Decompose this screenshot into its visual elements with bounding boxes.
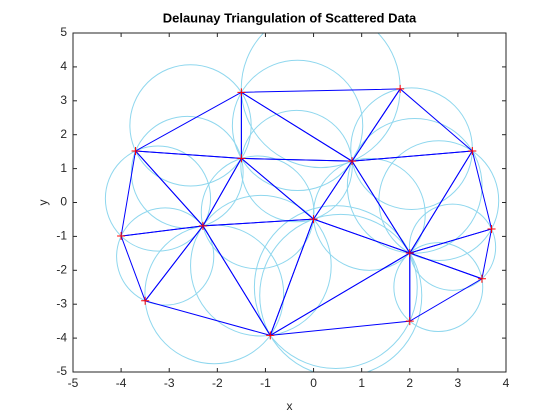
y-tick-label: 3 bbox=[60, 93, 67, 107]
y-tick-label: -4 bbox=[56, 330, 67, 344]
point bbox=[237, 88, 246, 97]
point bbox=[141, 296, 150, 305]
point bbox=[487, 224, 496, 233]
x-tick-label: -4 bbox=[116, 376, 127, 390]
x-tick-label: -2 bbox=[212, 376, 223, 390]
circumcircle bbox=[346, 117, 483, 254]
x-tick-label: 3 bbox=[455, 376, 462, 390]
point bbox=[198, 221, 207, 230]
point bbox=[237, 154, 246, 163]
y-tick-label: -3 bbox=[56, 296, 67, 310]
y-tick-label: -2 bbox=[56, 262, 67, 276]
point bbox=[396, 84, 405, 93]
x-tick-label: 2 bbox=[406, 376, 413, 390]
x-tick-label: -5 bbox=[68, 376, 79, 390]
circumcircle bbox=[190, 194, 332, 337]
x-axis-label: x bbox=[287, 399, 293, 413]
y-tick-label: 1 bbox=[60, 161, 67, 175]
y-tick-label: 4 bbox=[60, 59, 67, 73]
x-tick-label: 4 bbox=[503, 376, 510, 390]
circumcircle bbox=[129, 64, 252, 187]
point bbox=[348, 157, 357, 166]
point bbox=[477, 274, 486, 283]
triangle bbox=[120, 225, 205, 302]
y-tick-label: -1 bbox=[56, 229, 67, 243]
point bbox=[309, 215, 318, 224]
circumcircle bbox=[200, 155, 315, 270]
point bbox=[468, 146, 477, 155]
y-tick-label: 2 bbox=[60, 127, 67, 141]
y-tick-label: 5 bbox=[60, 25, 67, 39]
points bbox=[117, 84, 496, 340]
circumcircle bbox=[259, 213, 423, 372]
circumcircle bbox=[116, 207, 215, 306]
point bbox=[131, 146, 140, 155]
y-tick-label: -5 bbox=[56, 364, 67, 378]
point bbox=[117, 232, 126, 241]
chart-title: Delaunay Triangulation of Scattered Data bbox=[163, 10, 417, 25]
x-tick-label: 1 bbox=[358, 376, 365, 390]
circumcircle bbox=[253, 205, 418, 370]
circumcircle bbox=[231, 59, 364, 192]
point bbox=[405, 317, 414, 326]
x-tick-label: -3 bbox=[164, 376, 175, 390]
circumcircle bbox=[378, 140, 500, 262]
y-axis-label: y bbox=[36, 200, 50, 206]
y-tick-label: 0 bbox=[60, 195, 67, 209]
x-tick-label: -1 bbox=[260, 376, 271, 390]
x-tick-label: 0 bbox=[310, 376, 317, 390]
plot-area bbox=[73, 33, 506, 372]
point bbox=[266, 331, 275, 340]
point bbox=[405, 249, 414, 258]
edges bbox=[120, 88, 493, 337]
circumcircle bbox=[240, 109, 353, 223]
circumcircle bbox=[393, 242, 484, 333]
circumcircle bbox=[408, 203, 497, 291]
circumcircle bbox=[104, 145, 212, 252]
